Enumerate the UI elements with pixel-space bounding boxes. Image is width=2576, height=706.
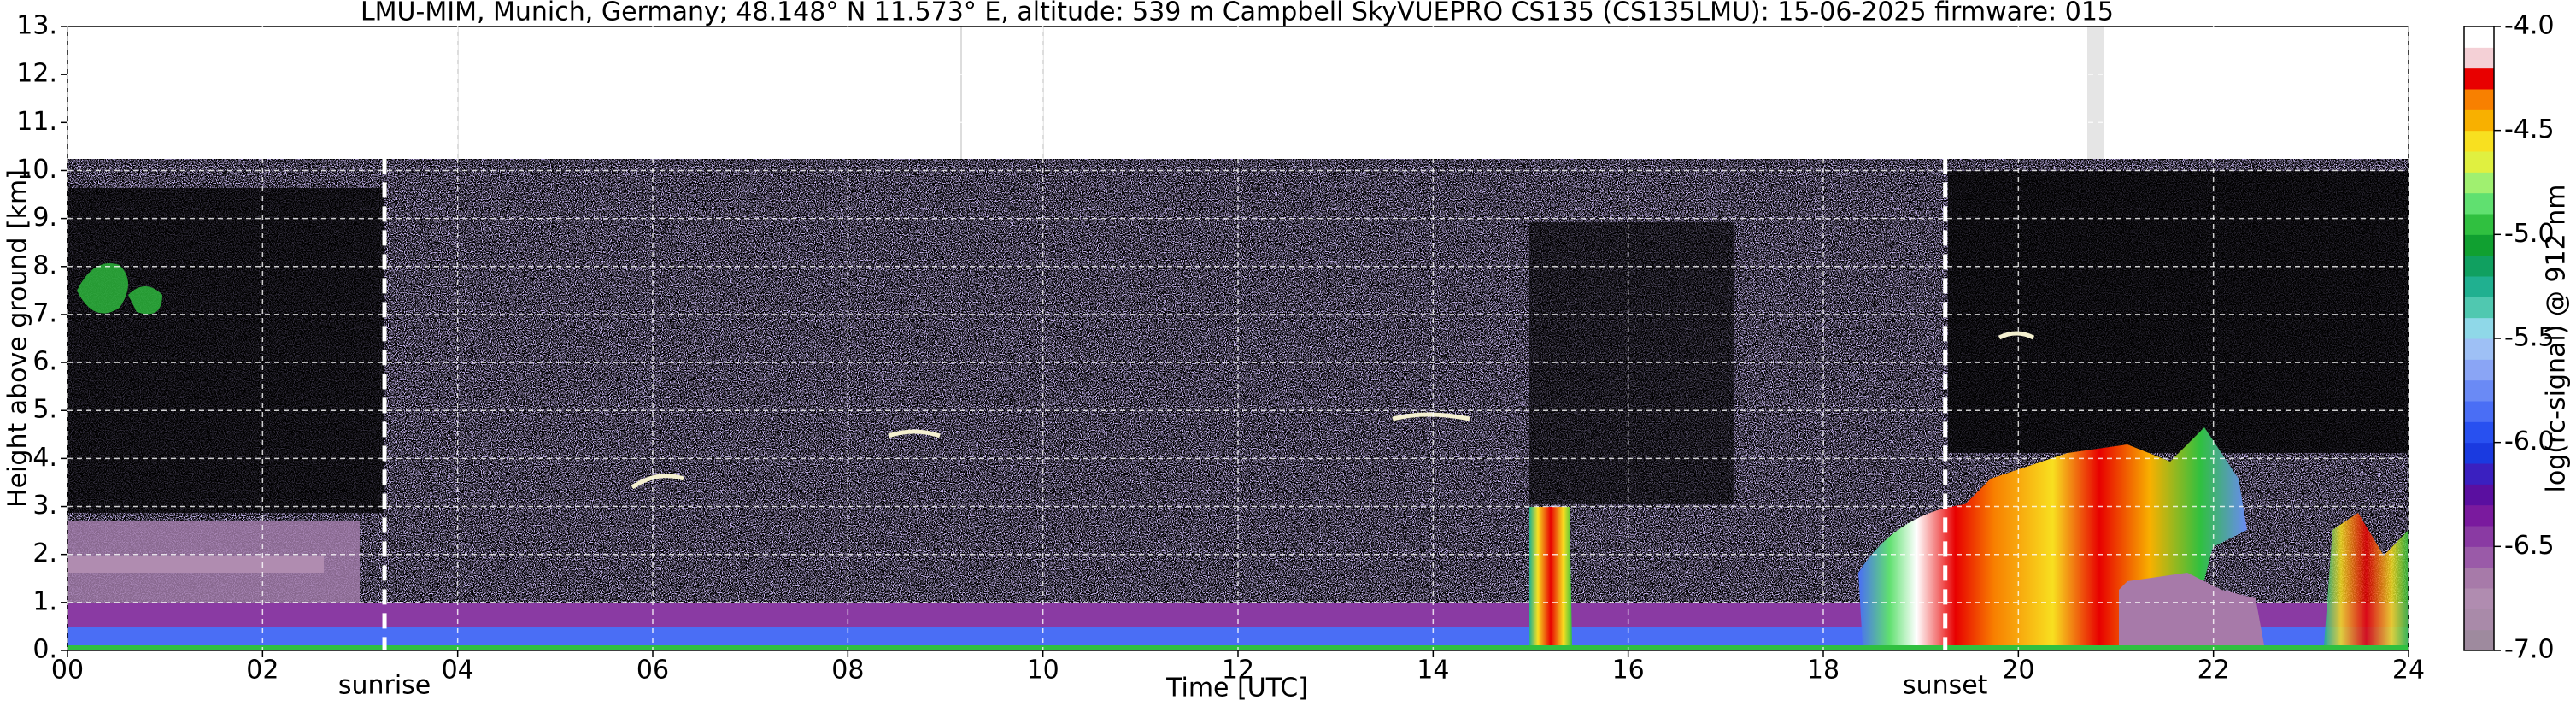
x-tick-label: 06 bbox=[637, 656, 669, 685]
colorbar-swatch bbox=[2464, 484, 2494, 506]
colorbar-swatch bbox=[2464, 68, 2494, 90]
y-tick-label: 12. bbox=[16, 59, 57, 89]
cloud-feature bbox=[631, 331, 2035, 490]
x-tick-label: 24 bbox=[2392, 656, 2425, 685]
y-tick-label: 2. bbox=[32, 538, 57, 568]
colorbar-swatch bbox=[2464, 109, 2494, 132]
colorbar-swatch bbox=[2464, 172, 2494, 194]
colorbar-swatch bbox=[2464, 255, 2494, 277]
colorbar-swatch bbox=[2464, 401, 2494, 422]
colorbar-swatch bbox=[2464, 214, 2494, 235]
x-tick-label: 04 bbox=[442, 656, 474, 685]
colorbar-swatch bbox=[2464, 317, 2494, 339]
annotation-label: sunset bbox=[1903, 671, 1988, 701]
y-tick-label: 3. bbox=[32, 491, 57, 521]
colorbar-swatch bbox=[2464, 276, 2494, 297]
x-tick-label: 20 bbox=[2002, 656, 2034, 685]
colorbar-swatch bbox=[2464, 567, 2494, 589]
colorbar-swatch bbox=[2464, 297, 2494, 319]
colorbar-tick-label: -5.5 bbox=[2504, 323, 2555, 353]
colorbar-swatch bbox=[2464, 151, 2494, 173]
colorbar-swatch bbox=[2464, 609, 2494, 631]
aerosol-layer bbox=[2119, 573, 2264, 645]
dark-region bbox=[1529, 222, 1734, 504]
dark-region bbox=[67, 188, 384, 513]
cloud-feature bbox=[77, 263, 162, 315]
y-tick-label: 8. bbox=[32, 250, 57, 280]
x-tick-label: 18 bbox=[1807, 656, 1840, 685]
colorbar-tick-label: -5.0 bbox=[2504, 219, 2555, 249]
x-axis-label: Time [UTC] bbox=[1165, 674, 1308, 703]
y-tick-label: 7. bbox=[32, 298, 57, 328]
y-tick-label: 5. bbox=[32, 395, 57, 425]
colorbar-swatch bbox=[2464, 546, 2494, 568]
y-tick-label: 4. bbox=[32, 443, 57, 473]
colorbar-swatch bbox=[2464, 526, 2494, 547]
x-tick-label: 14 bbox=[1417, 656, 1449, 685]
colorbar-swatch bbox=[2464, 463, 2494, 485]
x-tick-label: 00 bbox=[51, 656, 84, 685]
colorbar-tick-label: -6.5 bbox=[2504, 531, 2555, 561]
y-tick-label: 13. bbox=[16, 11, 57, 41]
colorbar-swatch bbox=[2464, 629, 2494, 651]
y-tick-label: 1. bbox=[32, 586, 57, 616]
colorbar-tick-label: -7.0 bbox=[2504, 635, 2555, 665]
colorbar-tick-label: -4.5 bbox=[2504, 115, 2555, 144]
colorbar-swatch bbox=[2464, 89, 2494, 110]
colorbar-swatch bbox=[2464, 588, 2494, 609]
x-tick-label: 10 bbox=[1027, 656, 1059, 685]
x-tick-label: 16 bbox=[1612, 656, 1645, 685]
y-tick-label: 11. bbox=[16, 107, 57, 137]
colorbar-tick-label: -4.0 bbox=[2504, 11, 2555, 41]
x-tick-label: 08 bbox=[831, 656, 864, 685]
colorbar-swatch bbox=[2464, 359, 2494, 381]
colorbar-swatch bbox=[2464, 192, 2494, 215]
y-tick-label: 6. bbox=[32, 347, 57, 377]
cloud-feature bbox=[2324, 513, 2409, 645]
y-tick-label: 9. bbox=[32, 203, 57, 232]
annotation-label: sunrise bbox=[338, 671, 431, 701]
cloud-feature bbox=[1529, 507, 1572, 645]
colorbar-swatch bbox=[2464, 442, 2494, 464]
colorbar-swatch bbox=[2464, 26, 2494, 48]
aerosol-layer bbox=[67, 556, 324, 573]
colorbar-tick-label: -6.0 bbox=[2504, 427, 2555, 456]
colorbar-swatch bbox=[2464, 47, 2494, 69]
x-tick-label: 02 bbox=[246, 656, 279, 685]
y-tick-label: 10. bbox=[16, 155, 57, 185]
y-axis-label: Height above ground [km] bbox=[3, 169, 33, 508]
colorbar-swatch bbox=[2464, 421, 2494, 444]
x-tick-label: 22 bbox=[2198, 656, 2230, 685]
colorbar-swatch bbox=[2464, 379, 2494, 402]
colorbar-swatch bbox=[2464, 504, 2494, 527]
colorbar-swatch bbox=[2464, 234, 2494, 256]
colorbar-swatch bbox=[2464, 130, 2494, 152]
chart-title: LMU-MIM, Munich, Germany; 48.148° N 11.5… bbox=[361, 0, 2114, 27]
x-tick-label: 12 bbox=[1222, 656, 1254, 685]
colorbar-label: log(rc-signal) @ 912 nm bbox=[2542, 185, 2572, 493]
colorbar-swatch bbox=[2464, 338, 2494, 360]
y-tick-label: 0. bbox=[32, 635, 57, 665]
